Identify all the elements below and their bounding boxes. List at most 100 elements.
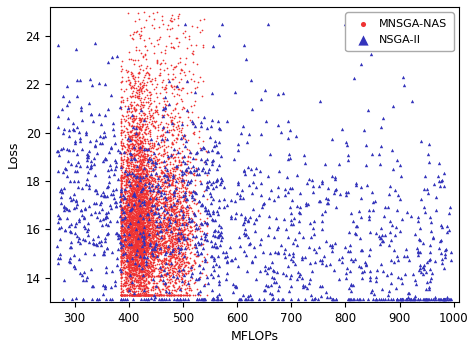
MNSGA-NAS	[176, 79, 183, 85]
MNSGA-NAS	[145, 246, 152, 251]
MNSGA-NAS	[187, 292, 194, 298]
MNSGA-NAS	[117, 248, 124, 253]
MNSGA-NAS	[131, 209, 139, 214]
MNSGA-NAS	[172, 226, 180, 232]
MNSGA-NAS	[156, 72, 164, 78]
MNSGA-NAS	[178, 267, 186, 273]
MNSGA-NAS	[131, 229, 139, 234]
NSGA-II	[172, 163, 180, 169]
MNSGA-NAS	[123, 288, 130, 294]
MNSGA-NAS	[138, 229, 145, 235]
MNSGA-NAS	[119, 112, 126, 118]
MNSGA-NAS	[134, 249, 142, 255]
MNSGA-NAS	[128, 191, 136, 197]
MNSGA-NAS	[130, 249, 138, 255]
MNSGA-NAS	[202, 148, 210, 154]
MNSGA-NAS	[177, 256, 184, 262]
MNSGA-NAS	[124, 197, 132, 203]
NSGA-II	[140, 241, 148, 246]
MNSGA-NAS	[178, 220, 186, 226]
MNSGA-NAS	[127, 233, 134, 239]
MNSGA-NAS	[185, 264, 192, 270]
MNSGA-NAS	[126, 199, 133, 205]
MNSGA-NAS	[174, 154, 182, 160]
MNSGA-NAS	[130, 185, 138, 191]
MNSGA-NAS	[147, 259, 155, 265]
MNSGA-NAS	[126, 32, 134, 37]
MNSGA-NAS	[155, 242, 162, 248]
MNSGA-NAS	[140, 274, 148, 280]
MNSGA-NAS	[129, 236, 136, 242]
NSGA-II	[293, 242, 301, 248]
MNSGA-NAS	[164, 210, 171, 216]
NSGA-II	[216, 282, 223, 287]
MNSGA-NAS	[166, 258, 173, 263]
MNSGA-NAS	[151, 178, 159, 184]
MNSGA-NAS	[174, 216, 181, 222]
MNSGA-NAS	[129, 74, 136, 79]
MNSGA-NAS	[118, 210, 126, 215]
NSGA-II	[91, 41, 99, 46]
MNSGA-NAS	[144, 224, 151, 230]
MNSGA-NAS	[139, 243, 146, 248]
MNSGA-NAS	[166, 170, 174, 175]
MNSGA-NAS	[131, 260, 139, 266]
MNSGA-NAS	[161, 84, 169, 90]
NSGA-II	[154, 211, 162, 216]
NSGA-II	[70, 191, 78, 197]
MNSGA-NAS	[130, 177, 138, 183]
NSGA-II	[114, 235, 122, 241]
NSGA-II	[176, 296, 184, 302]
MNSGA-NAS	[118, 173, 126, 178]
MNSGA-NAS	[117, 197, 125, 203]
MNSGA-NAS	[137, 216, 144, 222]
MNSGA-NAS	[127, 280, 134, 286]
MNSGA-NAS	[183, 292, 190, 298]
NSGA-II	[179, 266, 187, 272]
NSGA-II	[183, 107, 190, 113]
MNSGA-NAS	[122, 270, 129, 275]
MNSGA-NAS	[119, 216, 127, 222]
MNSGA-NAS	[144, 95, 151, 100]
MNSGA-NAS	[124, 276, 131, 281]
MNSGA-NAS	[133, 254, 140, 260]
MNSGA-NAS	[139, 259, 147, 265]
MNSGA-NAS	[153, 173, 161, 179]
MNSGA-NAS	[130, 117, 138, 122]
NSGA-II	[153, 160, 160, 166]
MNSGA-NAS	[127, 219, 134, 225]
MNSGA-NAS	[145, 212, 153, 217]
MNSGA-NAS	[138, 116, 146, 121]
NSGA-II	[351, 75, 358, 80]
MNSGA-NAS	[144, 99, 152, 105]
NSGA-II	[286, 156, 294, 161]
MNSGA-NAS	[155, 253, 162, 259]
NSGA-II	[261, 87, 269, 93]
MNSGA-NAS	[141, 206, 149, 211]
MNSGA-NAS	[168, 179, 176, 185]
MNSGA-NAS	[121, 292, 129, 298]
NSGA-II	[240, 167, 248, 173]
MNSGA-NAS	[172, 139, 180, 144]
MNSGA-NAS	[164, 279, 172, 285]
MNSGA-NAS	[123, 280, 130, 286]
MNSGA-NAS	[139, 210, 147, 216]
MNSGA-NAS	[158, 264, 166, 270]
MNSGA-NAS	[138, 142, 146, 148]
MNSGA-NAS	[154, 272, 162, 277]
MNSGA-NAS	[147, 249, 155, 255]
MNSGA-NAS	[178, 175, 185, 181]
MNSGA-NAS	[146, 259, 153, 265]
MNSGA-NAS	[131, 215, 139, 220]
MNSGA-NAS	[150, 247, 158, 252]
MNSGA-NAS	[129, 245, 137, 250]
MNSGA-NAS	[144, 230, 151, 236]
MNSGA-NAS	[117, 174, 124, 180]
MNSGA-NAS	[139, 153, 147, 159]
MNSGA-NAS	[133, 222, 141, 227]
MNSGA-NAS	[157, 178, 164, 184]
NSGA-II	[146, 240, 153, 246]
MNSGA-NAS	[143, 246, 151, 251]
MNSGA-NAS	[133, 239, 141, 244]
NSGA-II	[208, 147, 216, 153]
